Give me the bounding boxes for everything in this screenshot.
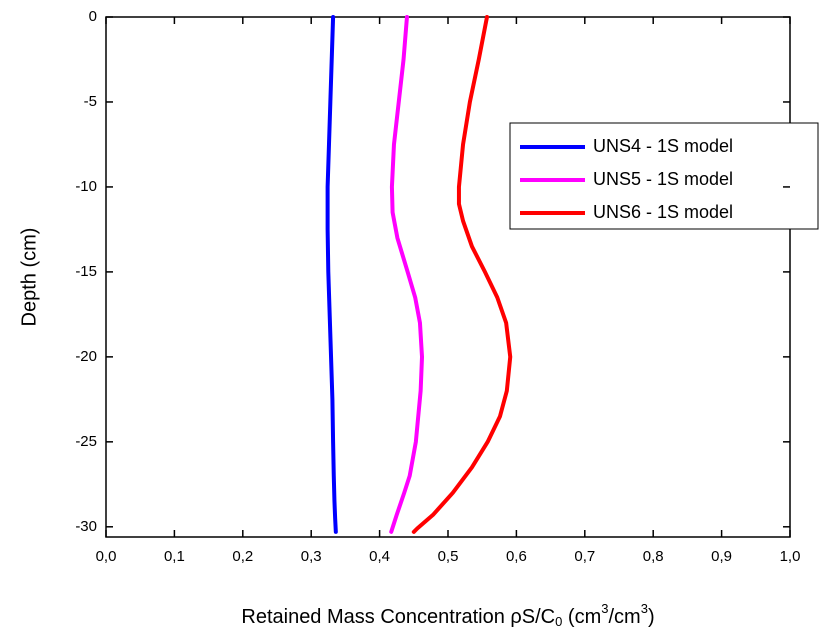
legend-label: UNS4 - 1S model bbox=[593, 136, 733, 156]
label-part: ) bbox=[648, 606, 655, 628]
y-axis-title: Depth (cm) bbox=[18, 228, 40, 327]
y-tick-label: -5 bbox=[84, 93, 97, 110]
x-axis-title: Retained Mass Concentration ρS/C0 (cm3/c… bbox=[241, 601, 654, 629]
series-line bbox=[389, 15, 425, 534]
series-line bbox=[325, 15, 338, 534]
x-tick-label: 0,2 bbox=[232, 548, 253, 565]
x-tick-label: 0,1 bbox=[164, 548, 185, 565]
x-tick-label: 0,4 bbox=[369, 548, 390, 565]
legend-label: UNS5 - 1S model bbox=[593, 169, 733, 189]
x-tick-label: 0,5 bbox=[438, 548, 459, 565]
label-script: 0 bbox=[555, 614, 562, 629]
x-tick-label: 0,0 bbox=[96, 548, 117, 565]
label-script: 3 bbox=[601, 601, 608, 616]
y-tick-label: -20 bbox=[75, 348, 97, 365]
y-tick-label: -25 bbox=[75, 433, 97, 450]
y-tick-label: -30 bbox=[75, 518, 97, 535]
y-tick-label: -10 bbox=[75, 178, 97, 195]
x-tick-label: 0,9 bbox=[711, 548, 732, 565]
legend: UNS4 - 1S model UNS5 - 1S model UNS6 - 1S … bbox=[509, 122, 819, 230]
y-tick-label: -15 bbox=[75, 263, 97, 280]
plot-frame bbox=[105, 16, 791, 538]
x-tick-label: 0,8 bbox=[643, 548, 664, 565]
y-tick-label: 0 bbox=[89, 8, 97, 25]
label-part: /cm bbox=[608, 606, 640, 628]
series-line bbox=[411, 15, 513, 534]
x-tick-label: 0,7 bbox=[574, 548, 595, 565]
label-part: (cm bbox=[562, 606, 601, 628]
x-tick-label: 0,3 bbox=[301, 548, 322, 565]
x-tick-label: 0,6 bbox=[506, 548, 527, 565]
label-script: 3 bbox=[641, 601, 648, 616]
x-tick-label: 1,0 bbox=[780, 548, 801, 565]
label-part: Retained Mass Concentration ρS/C bbox=[241, 606, 555, 628]
legend-label: UNS6 - 1S model bbox=[593, 202, 733, 222]
